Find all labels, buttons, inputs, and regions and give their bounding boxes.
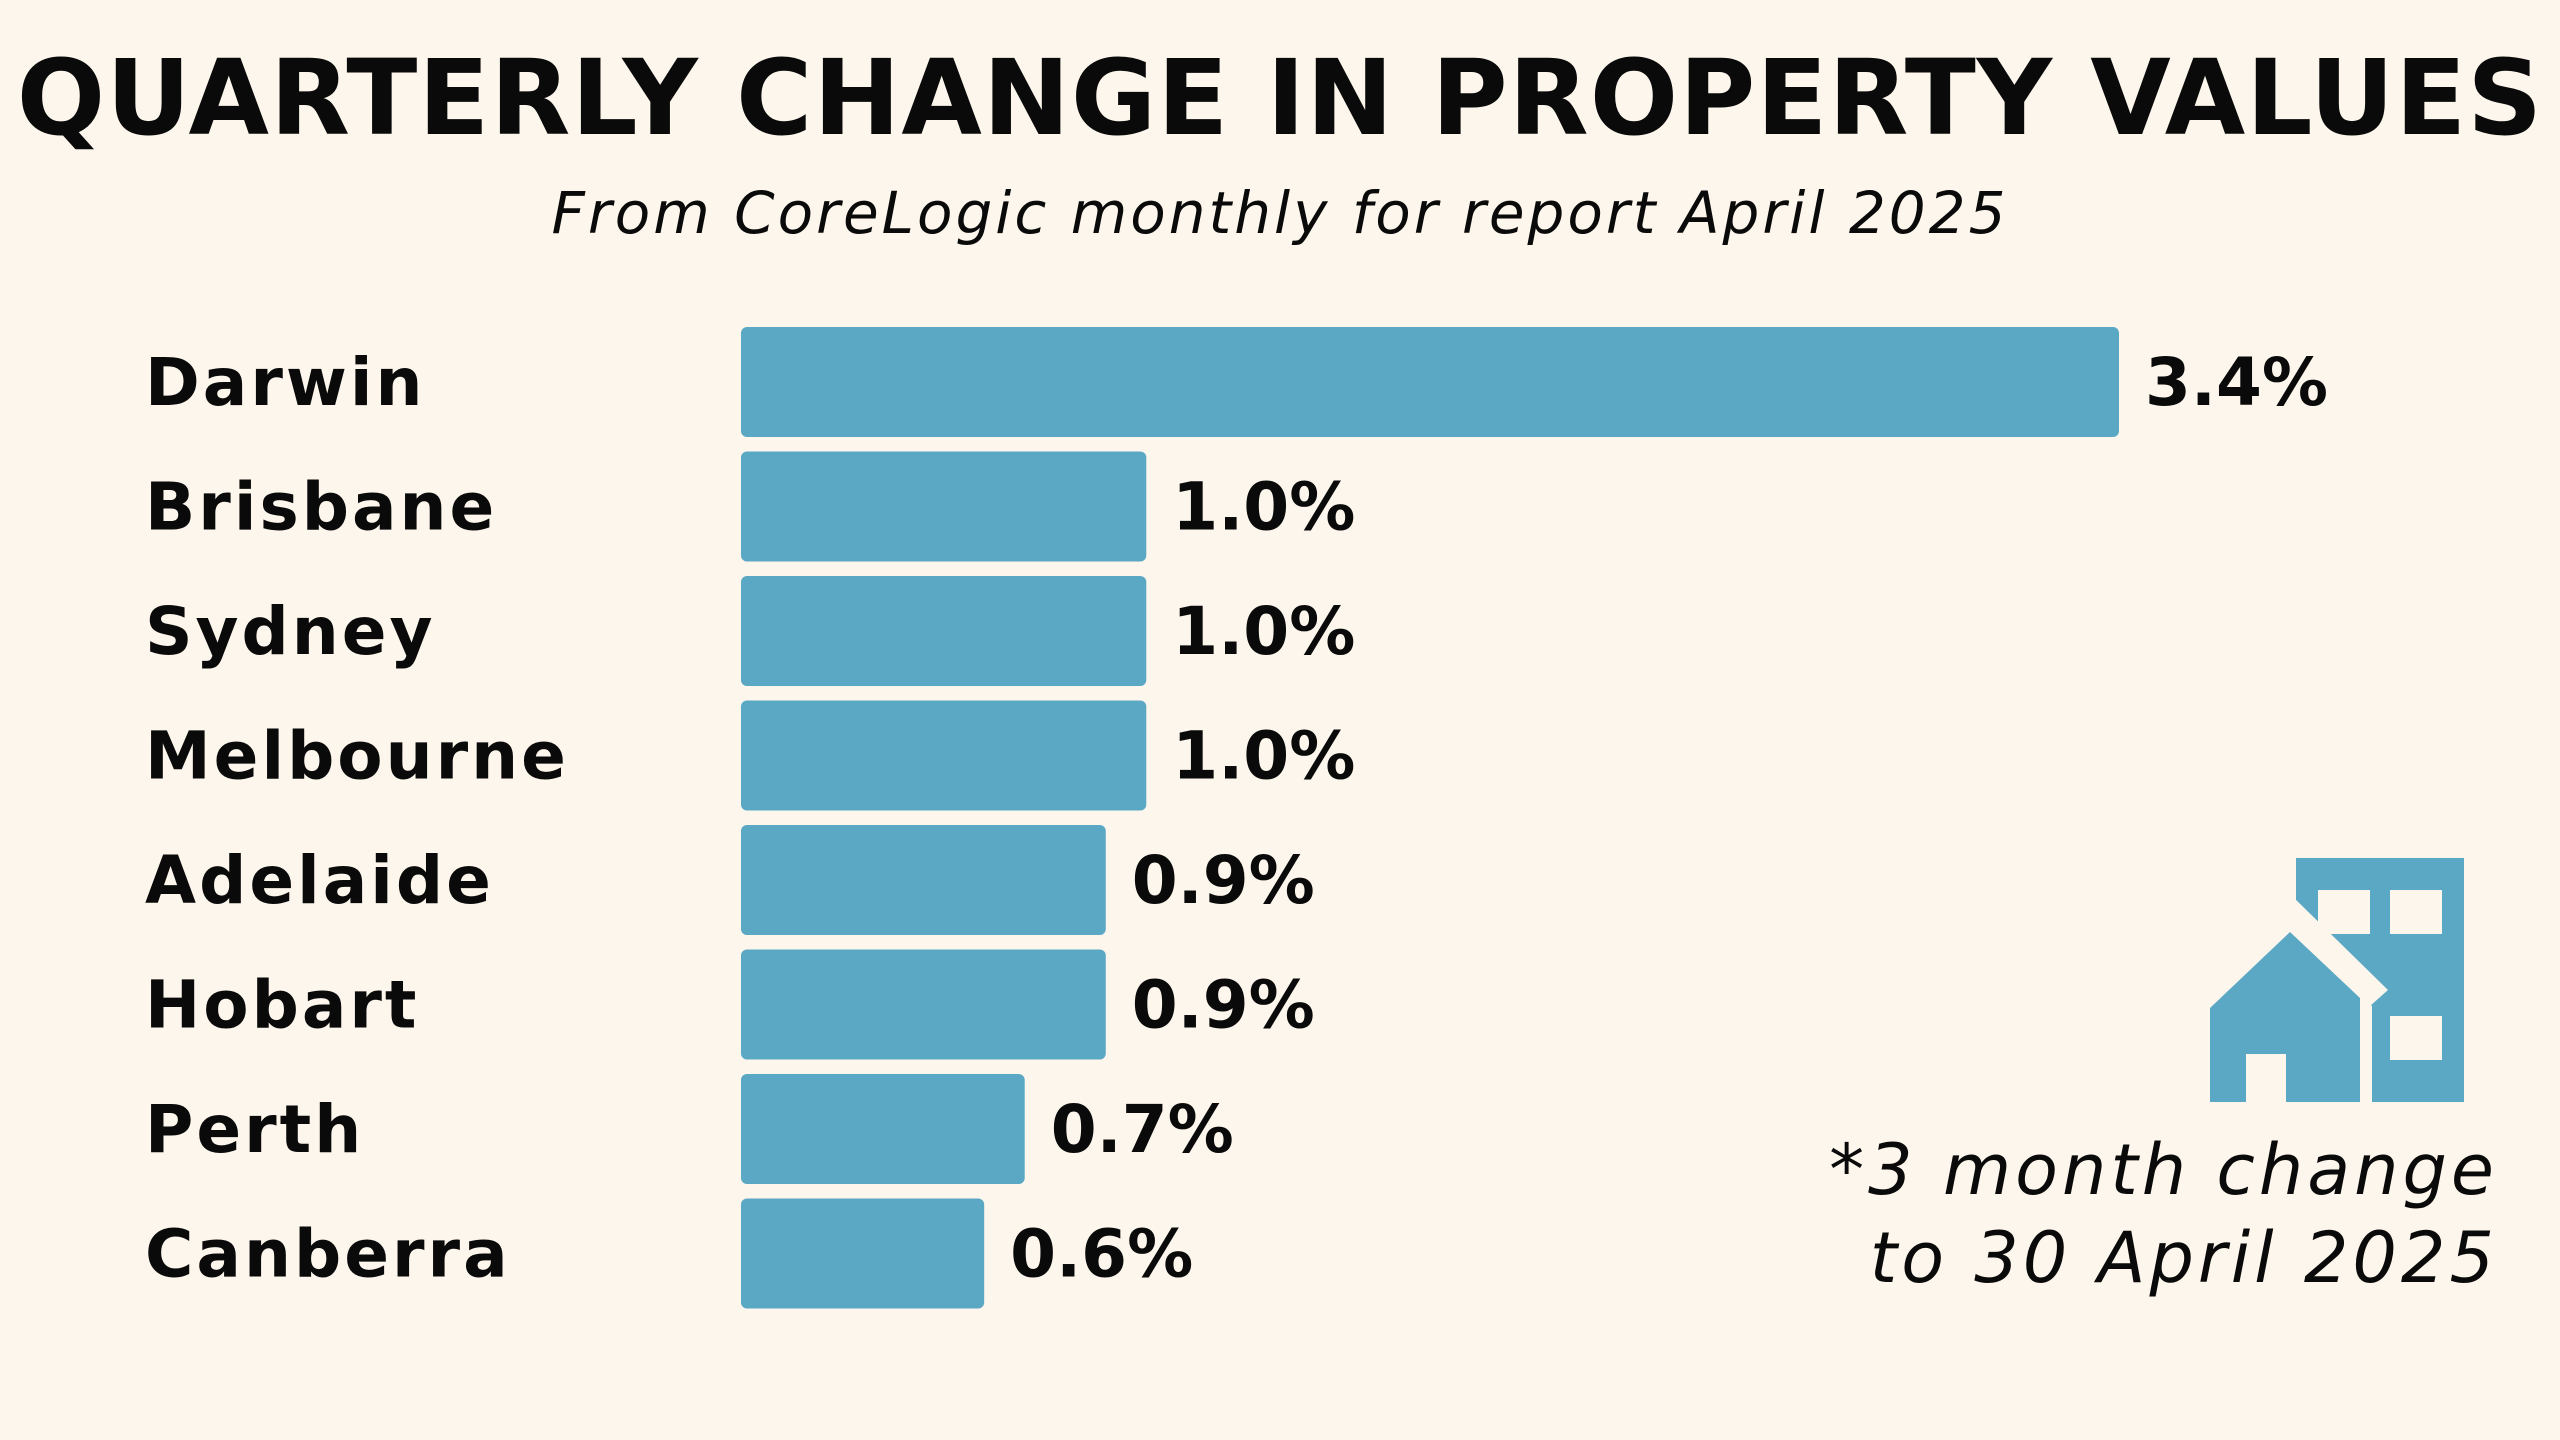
category-label-canberra: Canberra [145,1216,511,1293]
footnote-line-2: to 30 April 2025 [1869,1217,2498,1299]
value-label-darwin: 3.4% [2145,344,2328,421]
category-label-perth: Perth [145,1091,364,1168]
bar-adelaide [741,825,1106,935]
value-label-perth: 0.7% [1051,1091,1234,1168]
value-label-adelaide: 0.9% [1132,842,1315,919]
bar-canberra [741,1198,985,1309]
value-label-sydney: 1.0% [1172,593,1355,670]
category-label-hobart: Hobart [145,967,419,1044]
bar-sydney [741,576,1147,686]
category-label-melbourne: Melbourne [145,718,569,795]
value-label-hobart: 0.9% [1132,967,1315,1044]
value-label-brisbane: 1.0% [1172,469,1355,546]
bar-hobart [741,949,1106,1060]
bar-perth [741,1074,1025,1184]
bar-brisbane [741,451,1147,562]
bar-melbourne [741,700,1147,811]
category-label-adelaide: Adelaide [145,842,494,919]
value-label-canberra: 0.6% [1010,1216,1193,1293]
chart-subtitle: From CoreLogic monthly for report April … [551,179,2009,247]
category-label-brisbane: Brisbane [145,469,497,546]
footnote-line-1: *3 month change [1829,1129,2498,1211]
category-label-darwin: Darwin [145,344,425,421]
chart-title: QUARTERLY CHANGE IN PROPERTY VALUES [16,37,2544,159]
category-label-sydney: Sydney [145,593,436,670]
house-and-building-icon [2210,858,2464,1102]
bar-darwin [741,327,2119,437]
value-label-melbourne: 1.0% [1172,718,1355,795]
footnote: *3 month change to 30 April 2025 [1829,1126,2498,1302]
